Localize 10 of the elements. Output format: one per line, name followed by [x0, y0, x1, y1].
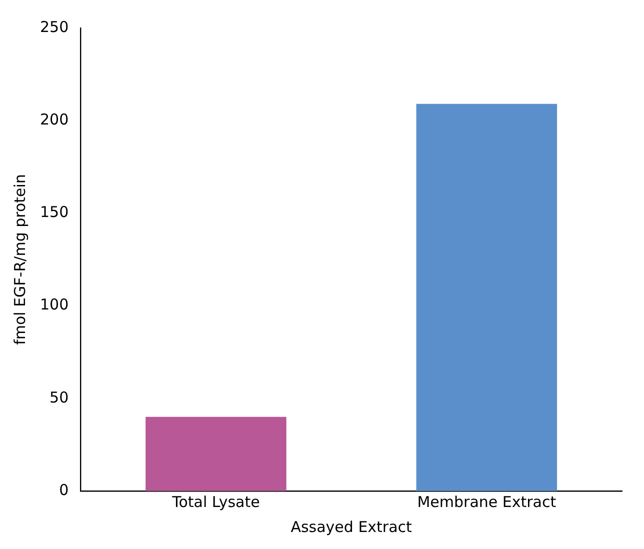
y-tick-label: 50: [50, 388, 69, 406]
x-axis-title: Assayed Extract: [290, 518, 412, 536]
y-tick-label: 200: [40, 110, 69, 128]
x-tick-label: Membrane Extract: [417, 492, 556, 511]
y-tick-label: 100: [40, 296, 69, 314]
y-tick-label: 250: [40, 18, 69, 36]
y-axis-title: fmol EGF-R/mg protein: [10, 174, 29, 345]
y-tick-label: 0: [59, 480, 69, 499]
y-tick-label: 150: [40, 203, 69, 222]
x-tick-label: Total Lysate: [171, 492, 260, 511]
